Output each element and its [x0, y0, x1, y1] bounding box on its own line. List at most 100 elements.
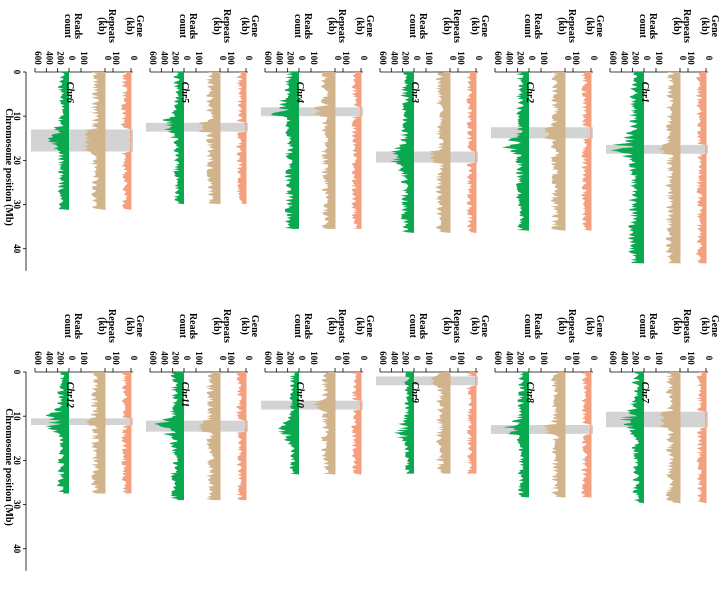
repeats-tick-label: 100	[654, 351, 664, 365]
centromere-band	[31, 129, 133, 152]
chromosome-panel-chr4: Gene(kb)Repeats(kb)Readscount01000100020…	[261, 9, 375, 229]
gene-track-label: Gene	[709, 315, 720, 338]
reads-tick-label: 600	[33, 351, 43, 365]
gene-tick-label: 0	[244, 356, 254, 361]
repeats-tick-label: 0	[448, 356, 458, 361]
repeats-tick-label: 100	[194, 351, 204, 365]
chromosome-label: Chr8	[524, 382, 535, 403]
gene-tick-label: 100	[571, 51, 581, 65]
centromere-band	[376, 376, 478, 386]
gene-tick-label: 0	[359, 56, 369, 61]
position-tick-label: 0	[12, 70, 22, 75]
reads-tick-label: 200	[516, 51, 526, 65]
gene-tick-label: 100	[226, 51, 236, 65]
reads-tick-label: 400	[159, 351, 169, 365]
repeats-track-unit: (kb)	[441, 317, 452, 335]
reads-tick-label: 0	[412, 356, 422, 361]
centromere-band	[146, 122, 248, 132]
reads-track-unit: count	[62, 314, 73, 339]
reads-tick-label: 400	[159, 51, 169, 65]
repeats-track-unit: (kb)	[211, 317, 222, 335]
reads-tick-label: 600	[263, 351, 273, 365]
gene-track-unit: (kb)	[124, 17, 135, 35]
reads-tick-label: 0	[642, 356, 652, 361]
reads-tick-label: 200	[56, 351, 66, 365]
position-tick-label: 10	[12, 412, 22, 422]
reads-track-label: Reads	[417, 13, 428, 39]
repeats-density-track	[543, 72, 565, 231]
gene-tick-label: 0	[474, 56, 484, 61]
position-tick-label: 40	[12, 244, 22, 254]
reads-tick-label: 600	[608, 51, 618, 65]
gene-tick-label: 0	[704, 356, 714, 361]
gene-tick-label: 100	[111, 351, 121, 365]
gene-density-track	[351, 72, 361, 229]
chromosome-label: Chr11	[179, 382, 190, 408]
reads-track-unit: count	[292, 14, 303, 39]
repeats-track-unit: (kb)	[211, 17, 222, 35]
chromosome-panel-chr6: Gene(kb)Repeats(kb)Readscount01000100020…	[31, 9, 145, 210]
gene-density-track	[236, 72, 246, 205]
reads-count-track	[610, 72, 644, 264]
reads-tick-label: 200	[171, 51, 181, 65]
reads-track-label: Reads	[647, 13, 658, 39]
reads-count-track	[47, 72, 69, 210]
reads-track-label: Reads	[187, 13, 198, 39]
chromosome-panel-chr1: Gene(kb)Repeats(kb)Readscount01000100020…	[606, 9, 720, 264]
repeats-tick-label: 100	[309, 51, 319, 65]
gene-tick-label: 0	[129, 56, 139, 61]
repeats-track-unit: (kb)	[326, 17, 337, 35]
repeats-density-track	[658, 372, 680, 504]
reads-tick-label: 200	[401, 351, 411, 365]
repeats-tick-label: 100	[539, 351, 549, 365]
reads-tick-label: 200	[631, 51, 641, 65]
repeats-density-track	[198, 372, 220, 501]
position-tick-label: 20	[12, 156, 22, 166]
reads-count-track	[619, 372, 644, 504]
gene-track-label: Gene	[479, 315, 490, 338]
position-axis-title: Chromosome position (Mb)	[3, 408, 14, 526]
gene-track-unit: (kb)	[124, 317, 135, 335]
reads-track-label: Reads	[72, 313, 83, 339]
reads-tick-label: 400	[274, 351, 284, 365]
position-tick-label: 20	[12, 456, 22, 466]
gene-track-unit: (kb)	[699, 17, 710, 35]
gene-tick-label: 100	[686, 351, 696, 365]
gene-track-unit: (kb)	[699, 317, 710, 335]
gene-tick-label: 0	[244, 56, 254, 61]
repeats-tick-label: 100	[424, 351, 434, 365]
gene-track-label: Gene	[249, 315, 260, 338]
reads-tick-label: 600	[263, 51, 273, 65]
reads-track-label: Reads	[532, 313, 543, 339]
gene-tick-label: 0	[589, 356, 599, 361]
repeats-density-track	[313, 372, 335, 475]
centromere-band	[491, 425, 593, 434]
reads-tick-label: 400	[44, 351, 54, 365]
repeats-density-track	[543, 372, 565, 498]
repeats-tick-label: 0	[103, 356, 113, 361]
gene-density-track	[581, 372, 591, 498]
position-tick-label: 40	[12, 544, 22, 554]
gene-track-label: Gene	[479, 15, 490, 38]
reads-tick-label: 0	[297, 356, 307, 361]
repeats-density-track	[313, 72, 335, 229]
repeats-tick-label: 100	[79, 51, 89, 65]
repeats-track-unit: (kb)	[96, 17, 107, 35]
reads-tick-label: 600	[493, 51, 503, 65]
centromere-band	[376, 151, 478, 163]
reads-tick-label: 400	[619, 351, 629, 365]
repeats-track-label: Repeats	[566, 9, 577, 43]
position-tick-label: 10	[12, 112, 22, 122]
reads-tick-label: 600	[148, 51, 158, 65]
reads-tick-label: 400	[619, 51, 629, 65]
repeats-tick-label: 0	[333, 56, 343, 61]
gene-tick-label: 100	[111, 51, 121, 65]
gene-tick-label: 0	[474, 356, 484, 361]
reads-tick-label: 400	[274, 51, 284, 65]
repeats-tick-label: 0	[678, 56, 688, 61]
gene-track-unit: (kb)	[469, 17, 480, 35]
gene-track-label: Gene	[249, 15, 260, 38]
reads-count-track	[502, 372, 529, 498]
position-axis-left-block: 0 10 20 30 40 Chromosome position (Mb)	[3, 70, 27, 271]
